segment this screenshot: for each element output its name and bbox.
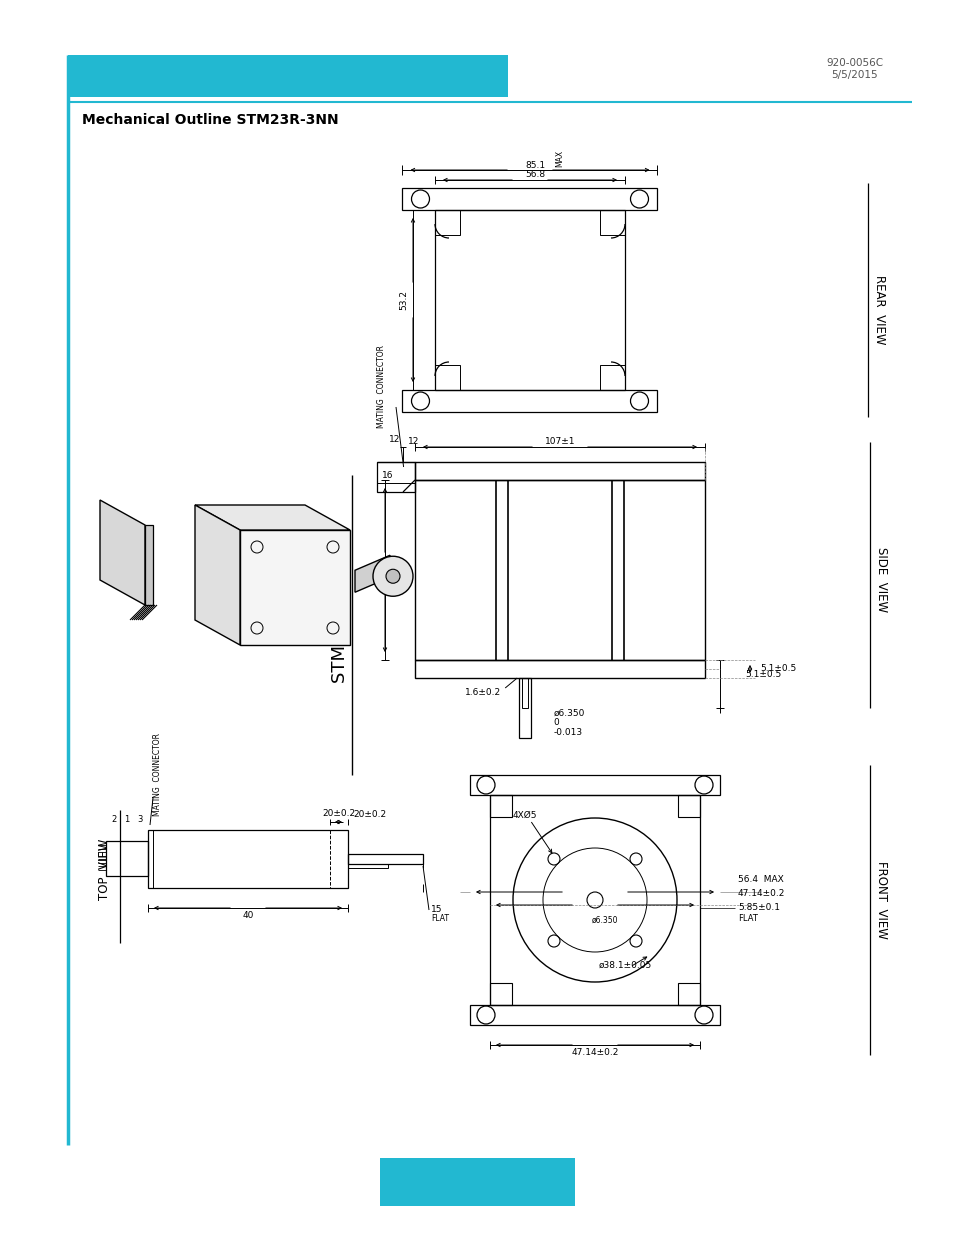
Bar [348,864,388,868]
Bar [435,366,459,390]
Polygon shape [355,556,390,593]
Text: 47.14±0.2: 47.14±0.2 [571,1049,618,1057]
Text: 5.85±0.1: 5.85±0.1 [738,904,780,913]
Bar [402,390,657,412]
Text: 20±0.2: 20±0.2 [353,810,386,820]
Text: 12: 12 [408,437,419,447]
Bar [599,210,624,235]
Bar [148,830,348,888]
Text: 3: 3 [137,815,142,825]
Bar [435,210,624,390]
Text: 15: 15 [431,905,442,914]
Bar [106,841,148,877]
Bar [521,678,528,708]
Bar [240,530,350,645]
Circle shape [373,556,413,597]
Bar [415,659,704,678]
Bar [470,776,720,795]
Bar [490,795,512,818]
Text: Mechanical Outline STM23R-3NN: Mechanical Outline STM23R-3NN [82,112,338,127]
Bar [678,795,700,818]
Bar [435,210,459,235]
Text: 1: 1 [124,815,130,825]
Text: 53.2: 53.2 [399,290,408,310]
Bar [415,480,704,659]
Bar [376,462,415,492]
Text: 107±1: 107±1 [544,436,575,446]
Text: 20±0.2: 20±0.2 [322,809,355,819]
Text: FLAT: FLAT [431,914,449,924]
Text: 56.8: 56.8 [524,169,544,179]
Polygon shape [100,500,145,605]
Bar [678,983,700,1005]
Text: ø6.350: ø6.350 [553,709,584,718]
Text: STM23R Hardware Manual: STM23R Hardware Manual [105,62,471,90]
Text: 5.1±0.5: 5.1±0.5 [744,671,781,679]
Text: FRONT  VIEW: FRONT VIEW [875,861,887,939]
Text: REAR  VIEW: REAR VIEW [873,275,885,345]
Bar [415,462,704,480]
Bar [348,853,422,864]
Text: FLAT: FLAT [738,914,757,924]
Text: MAX: MAX [555,149,564,167]
Bar [490,983,512,1005]
Bar [68,56,507,98]
Bar [599,366,624,390]
Bar [470,1005,720,1025]
Bar [490,795,700,1005]
Text: TOP  VIEW: TOP VIEW [98,839,112,899]
Circle shape [386,569,399,583]
Text: 40: 40 [242,911,253,920]
Text: 31: 31 [456,1167,497,1197]
Text: SIDE  VIEW: SIDE VIEW [875,547,887,613]
Text: 2: 2 [112,815,117,825]
Text: 47.14±0.2: 47.14±0.2 [738,889,784,899]
Text: 67.5: 67.5 [371,559,380,580]
Text: ø38.1±0.05: ø38.1±0.05 [598,961,651,969]
Text: 0: 0 [553,719,558,727]
Text: MATING  CONNECTOR: MATING CONNECTOR [153,734,162,816]
Text: ø6.350: ø6.350 [591,915,618,925]
Bar [518,678,531,739]
Bar [145,525,152,605]
Text: 85.1: 85.1 [524,161,544,169]
Text: 5.1±0.5: 5.1±0.5 [760,664,796,673]
Text: STM23R– 3NN: STM23R– 3NN [331,557,349,683]
Polygon shape [194,505,240,645]
Text: 5/5/2015: 5/5/2015 [831,70,878,80]
Text: 12: 12 [389,436,400,445]
Bar [379,1158,575,1207]
Text: 1.6±0.2: 1.6±0.2 [465,688,500,698]
Text: 4XØ5: 4XØ5 [512,810,537,820]
Text: -0.013: -0.013 [553,729,581,737]
Text: 16: 16 [382,472,394,480]
Text: 920-0056C: 920-0056C [825,58,882,68]
Polygon shape [194,505,350,530]
Text: MATING  CONNECTOR: MATING CONNECTOR [377,346,386,429]
Bar [402,188,657,210]
Text: 56.4  MAX: 56.4 MAX [738,876,783,884]
